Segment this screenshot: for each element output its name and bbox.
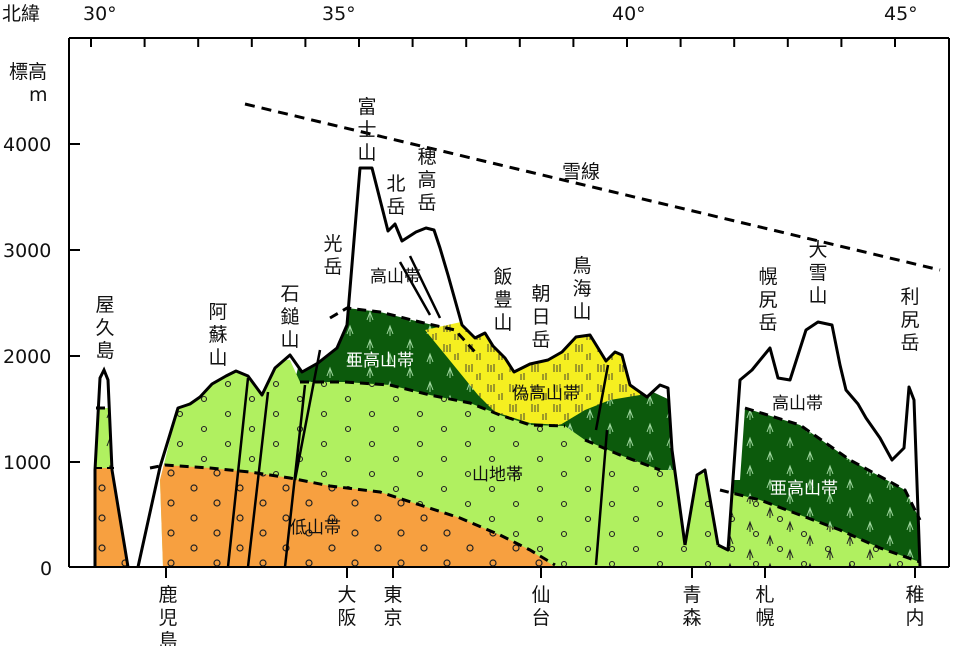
alpine-zone-label-center: 高山帯 (370, 267, 421, 287)
main-terrain (136, 166, 922, 568)
yakushima-terrain (93, 366, 130, 568)
aomori-ridge-outline (683, 468, 720, 546)
city-label-wakkanai: 稚内 (905, 584, 924, 629)
mountain-label-iide: 飯豊山 (493, 266, 512, 334)
lat-tick-40: 40° (612, 3, 646, 25)
mountain-label-kitadake: 北岳 (386, 173, 405, 218)
y-tick-0: 0 (40, 558, 52, 580)
lat-tick-45: 45° (884, 3, 918, 25)
city-label-aomori: 青森 (682, 584, 701, 629)
mountain-label-rishiri: 利尻岳 (900, 286, 919, 354)
mountain-label-taisetsu: 大雪山 (808, 239, 827, 307)
pseudo-alpine-zone-label: 偽高山帯 (512, 384, 580, 404)
mountain-labels: 屋久島 阿蘇山 石鎚山 光岳 富士山北岳穂高岳飯豊山朝日岳 鳥海山 幌尻岳 大雪山利尻岳 (95, 96, 919, 369)
range-boundary-line (226, 255, 610, 568)
hokkaido-outline (717, 320, 922, 568)
mountain-label-hotaka: 穂高岳 (417, 146, 436, 214)
montane-zone-label: 山地帯 (472, 465, 523, 485)
pseudo-alpine-boundary (584, 438, 661, 472)
zone-boundaries (96, 306, 922, 567)
mountain-label-aso: 阿蘇山 (208, 301, 227, 369)
city-label-tokyo: 東京 (383, 584, 402, 629)
mountain-label-kohaku: 光岳 (323, 233, 342, 278)
montane-upper-boundary (300, 380, 566, 428)
mountain-label-chokai: 鳥海山 (572, 255, 591, 323)
y-tick-3000: 3000 (3, 240, 51, 262)
mountain-label-asahi: 朝日岳 (531, 283, 550, 351)
city-label-osaka: 大阪 (337, 584, 356, 629)
alpine-zone-label-north: 高山帯 (772, 394, 823, 414)
subalpine-zone-label-north: 亜高山帯 (770, 479, 838, 499)
snow-line-label: 雪線 (562, 161, 600, 183)
y-tick-2000: 2000 (3, 346, 51, 368)
mountain-label-fuji: 富士山 (357, 96, 376, 164)
hokkaido-subalpine-upper (744, 406, 922, 521)
terrain-outline (136, 166, 687, 568)
city-label-kagoshima: 鹿児島 (158, 584, 177, 646)
city-label-sendai: 仙台 (531, 584, 550, 629)
chart-frame (68, 37, 950, 578)
subalpine-upper-boundary (329, 306, 477, 354)
mountain-label-yakushima: 屋久島 (95, 294, 114, 362)
elevation-axis-label: 標高 (9, 61, 47, 83)
elevation-unit-label: m (29, 84, 48, 106)
snow-line (244, 102, 941, 272)
y-tick-4000: 4000 (3, 134, 51, 156)
subalpine-zone-label-center: 亜高山帯 (346, 351, 414, 371)
mountain-label-ishizuchi: 石鎚山 (280, 283, 299, 351)
hokkaido-montane-upper (719, 488, 921, 564)
latitude-axis-label: 北緯 (2, 3, 40, 25)
lowland-zone-label: 低山帯 (290, 518, 341, 538)
city-label-sapporo: 札幌 (755, 584, 774, 629)
mountain-label-poroshiri: 幌尻岳 (758, 266, 777, 334)
y-tick-1000: 1000 (3, 452, 51, 474)
lowland-upper-boundary (149, 463, 556, 567)
lat-tick-35: 35° (322, 3, 356, 25)
lat-tick-30: 30° (83, 3, 117, 25)
